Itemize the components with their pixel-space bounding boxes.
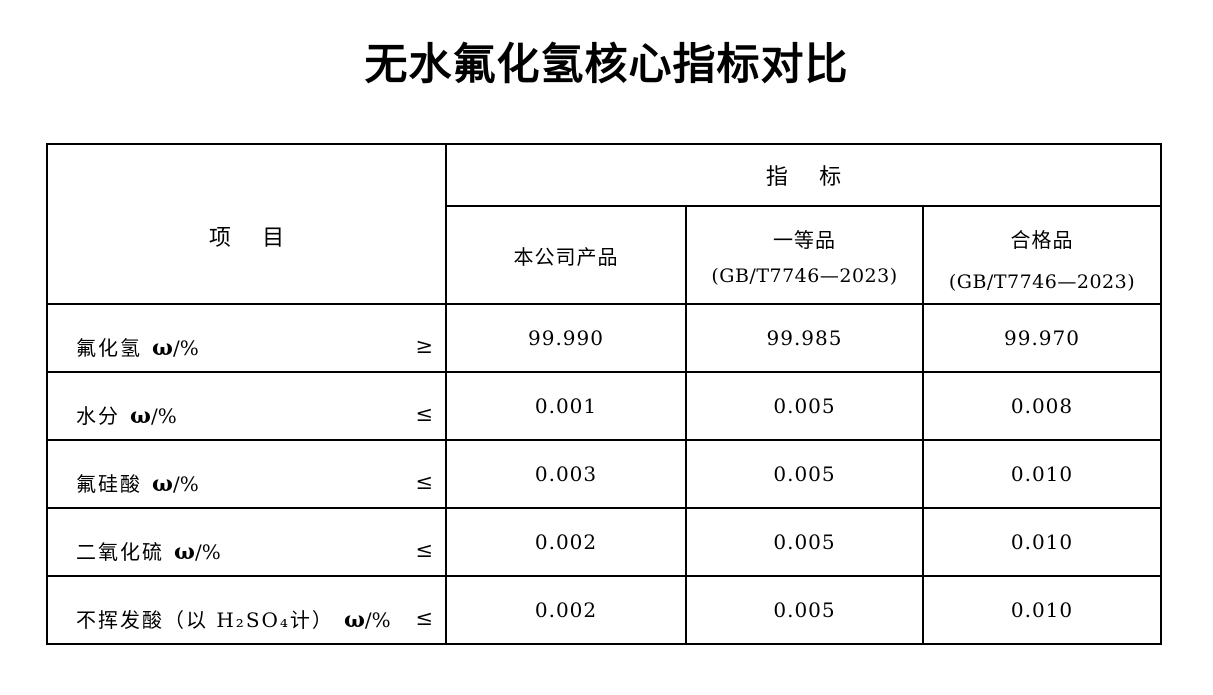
row-label: 二氧化硫 ω/% [76,536,221,565]
item-name: 氟硅酸 [76,471,142,496]
comparison-table: 项 目 指 标 本公司产品 一等品 (GB/T7746—2023) 合格品 (G… [46,143,1162,645]
omega-symbol: ω [152,334,173,361]
column-standard: (GB/T7746—2023) [948,270,1136,293]
value-cell-company: 0.002 [445,575,687,645]
value-cell-first-grade: 0.005 [685,439,924,509]
table-row-nonvolatile-acid: 不挥发酸（以 H₂SO₄计） ω/% ≤ 0.002 0.005 0.010 [46,575,1162,645]
relation-symbol: ≤ [415,538,433,562]
unit-label: /% [194,539,221,564]
row-label-cell: 二氧化硫 ω/% ≤ [46,507,447,577]
value-cell-qualified: 0.010 [922,439,1162,509]
value-cell-first-grade: 0.005 [685,507,924,577]
value-cell-first-grade: 0.005 [685,575,924,645]
column-name: 一等品 [773,227,836,252]
value-cell-company: 99.990 [445,303,687,373]
column-header-company: 本公司产品 [445,205,687,305]
table-row-fluorosilicic-acid: 氟硅酸 ω/% ≤ 0.003 0.005 0.010 [46,439,1162,509]
unit-label: /% [172,471,199,496]
value-cell-first-grade: 99.985 [685,303,924,373]
value-cell-qualified: 99.970 [922,303,1162,373]
omega-symbol: ω [343,606,365,633]
item-name: 水分 [76,403,120,428]
header-row-indicator: 项 目 指 标 [46,143,1162,305]
value-cell-qualified: 0.010 [922,575,1162,645]
row-label-cell: 氟硅酸 ω/% ≤ [46,439,447,509]
relation-symbol: ≤ [415,470,433,494]
omega-symbol: ω [152,470,173,497]
value-cell-company: 0.003 [445,439,687,509]
table-row-hydrogen-fluoride: 氟化氢 ω/% ≥ 99.990 99.985 99.970 [46,303,1162,373]
item-header-label: 项 目 [208,226,285,251]
value-cell-qualified: 0.010 [922,507,1162,577]
row-label: 氟化氢 ω/% [76,332,199,361]
omega-symbol: ω [174,538,195,565]
row-label-cell: 水分 ω/% ≤ [46,371,447,441]
relation-symbol: ≥ [415,334,433,358]
value-cell-qualified: 0.008 [922,371,1162,441]
item-name: 氟化氢 [76,335,142,360]
column-header-qualified: 合格品 (GB/T7746—2023) [922,205,1162,305]
value-cell-company: 0.001 [445,371,687,441]
table-row-moisture: 水分 ω/% ≤ 0.001 0.005 0.008 [46,371,1162,441]
value-cell-first-grade: 0.005 [685,371,924,441]
column-name: 本公司产品 [513,244,619,269]
item-header-cell: 项 目 [46,143,447,305]
value-cell-company: 0.002 [445,507,687,577]
omega-symbol: ω [130,402,151,429]
header-row-columns: 本公司产品 一等品 (GB/T7746—2023) 合格品 (GB/T7746—… [47,205,1162,305]
relation-symbol: ≤ [415,402,433,426]
row-label: 不挥发酸（以 H₂SO₄计） ω/% [76,604,391,633]
row-label: 氟硅酸 ω/% [76,468,199,497]
column-standard: (GB/T7746—2023) [711,264,898,287]
item-name: 二氧化硫 [76,539,164,564]
item-name: 不挥发酸（以 H₂SO₄计） [76,607,334,632]
unit-label: /% [364,607,391,632]
column-name: 合格品 [1010,227,1074,252]
page-title: 无水氟化氢核心指标对比 [364,40,849,90]
unit-label: /% [150,403,177,428]
unit-label: /% [172,335,199,360]
column-header-first-grade: 一等品 (GB/T7746—2023) [685,205,924,305]
row-label-cell: 氟化氢 ω/% ≥ [46,303,447,373]
relation-symbol: ≤ [415,606,433,630]
table-row-sulfur-dioxide: 二氧化硫 ω/% ≤ 0.002 0.005 0.010 [46,507,1162,577]
row-label-cell: 不挥发酸（以 H₂SO₄计） ω/% ≤ [46,575,447,645]
row-label: 水分 ω/% [76,400,177,429]
indicator-header-cell: 指 标 [445,143,1162,207]
